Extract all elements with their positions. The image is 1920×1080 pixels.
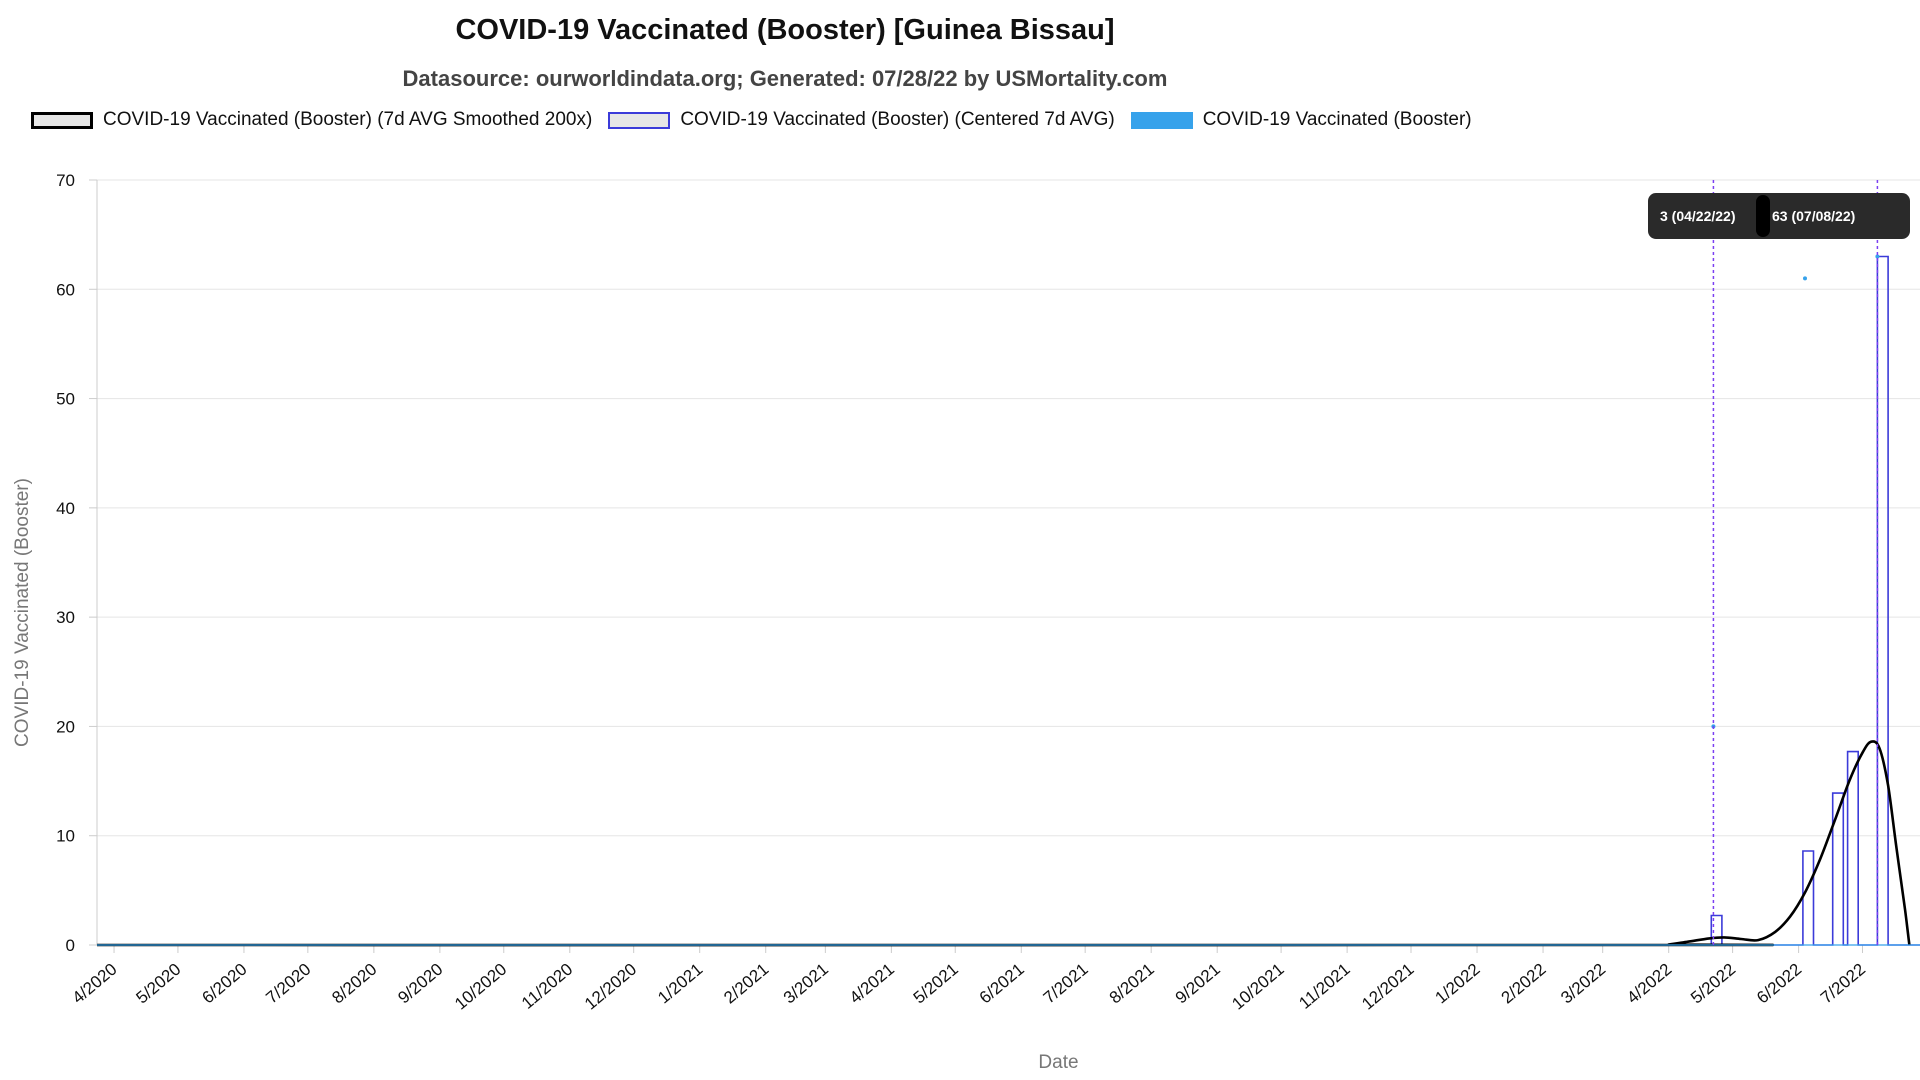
x-tick-label: 7/2020 [262, 960, 314, 1008]
tooltip: 3 (04/22/22) [1648, 193, 1776, 239]
x-tick-label: 4/2021 [846, 960, 898, 1008]
chart-title: COVID-19 Vaccinated (Booster) [Guinea Bi… [455, 14, 1115, 46]
y-tick-label: 60 [56, 280, 75, 299]
x-tick-label: 2/2021 [720, 960, 772, 1008]
x-axis-title: Date [1038, 1052, 1078, 1073]
legend-label-centered: COVID-19 Vaccinated (Booster) (Centered … [680, 109, 1115, 130]
x-tick-label: 11/2021 [1295, 960, 1353, 1013]
legend-swatch-raw [1130, 111, 1193, 129]
legend-label-raw: COVID-19 Vaccinated (Booster) [1202, 109, 1472, 130]
series-point-raw [1875, 254, 1880, 259]
x-tick-label: 6/2021 [976, 960, 1028, 1008]
x-tick-label: 9/2021 [1172, 960, 1224, 1008]
x-tick-label: 1/2022 [1432, 960, 1484, 1008]
x-tick-label: 8/2020 [328, 960, 380, 1008]
tooltip-text: 3 (04/22/22) [1660, 208, 1736, 224]
x-tick-label: 3/2022 [1557, 960, 1609, 1008]
legend-swatch-centered [608, 111, 671, 129]
x-tick-label: 11/2020 [518, 960, 576, 1013]
tooltip-box [1648, 193, 1776, 239]
series-layer [96, 254, 1920, 947]
legend-swatch-smoothed [31, 111, 93, 129]
tooltip-box [1760, 193, 1910, 239]
legend-label-smoothed: COVID-19 Vaccinated (Booster) (7d AVG Sm… [103, 109, 593, 130]
tooltip-layer: 3 (04/22/22) 63 (07/08/22) [1648, 193, 1910, 239]
y-tick-label: 40 [56, 499, 75, 518]
legend-item-smoothed[interactable]: COVID-19 Vaccinated (Booster) (7d AVG Sm… [31, 109, 592, 131]
y-tick-label: 30 [56, 608, 75, 627]
series-point-raw [1802, 276, 1807, 281]
x-tick-label: 12/2020 [581, 960, 640, 1014]
x-tick-label: 5/2022 [1687, 960, 1739, 1008]
axis-layer: 0 10 20 30 40 50 60 70 4/2020 5/2020 6/2020 7/2020 8… [12, 171, 1920, 1073]
y-tick-label: 50 [56, 390, 75, 409]
x-tick-label: 6/2020 [198, 960, 250, 1008]
x-tick-label: 3/2021 [780, 960, 832, 1008]
y-tick-label: 20 [56, 717, 75, 736]
chart-subtitle: Datasource: ourworldindata.org; Generate… [402, 66, 1168, 91]
y-tick-label: 70 [56, 171, 75, 190]
x-tick-label: 7/2021 [1040, 960, 1092, 1008]
grid-layer [97, 179, 1920, 946]
tooltip-text: 63 (07/08/22) [1772, 208, 1855, 224]
y-tick-label: 10 [56, 827, 75, 846]
x-tick-label: 12/2021 [1358, 960, 1417, 1014]
x-tick-label: 10/2020 [451, 960, 510, 1014]
legend-item-centered[interactable]: COVID-19 Vaccinated (Booster) (Centered … [608, 109, 1115, 131]
x-tick-label: 1/2021 [654, 960, 706, 1008]
legend-item-raw[interactable]: COVID-19 Vaccinated (Booster) [1130, 109, 1472, 131]
x-tick-label: 10/2021 [1228, 960, 1287, 1014]
x-tick-label: 5/2020 [132, 960, 184, 1008]
tooltip: 63 (07/08/22) [1760, 193, 1910, 239]
y-tick-label: 0 [66, 936, 75, 955]
marker-layer [1712, 180, 1879, 945]
x-tick-label: 2/2022 [1498, 960, 1550, 1008]
y-axis-title: COVID-19 Vaccinated (Booster) [12, 478, 33, 747]
x-tick-label: 6/2022 [1753, 960, 1805, 1008]
x-tick-label: 4/2022 [1623, 960, 1675, 1008]
tooltip-divider [1756, 195, 1770, 237]
x-tick-label: 9/2020 [394, 960, 446, 1008]
x-tick-label: 4/2020 [69, 960, 121, 1008]
x-tick-label: 5/2021 [910, 960, 962, 1008]
x-tick-label: 7/2022 [1817, 960, 1869, 1008]
x-tick-label: 8/2021 [1106, 960, 1158, 1008]
legend: COVID-19 Vaccinated (Booster) (7d AVG Sm… [31, 106, 1488, 134]
series-line-centered-7d-avg [97, 255, 1920, 946]
series-line-smoothed-200x [96, 740, 1911, 947]
